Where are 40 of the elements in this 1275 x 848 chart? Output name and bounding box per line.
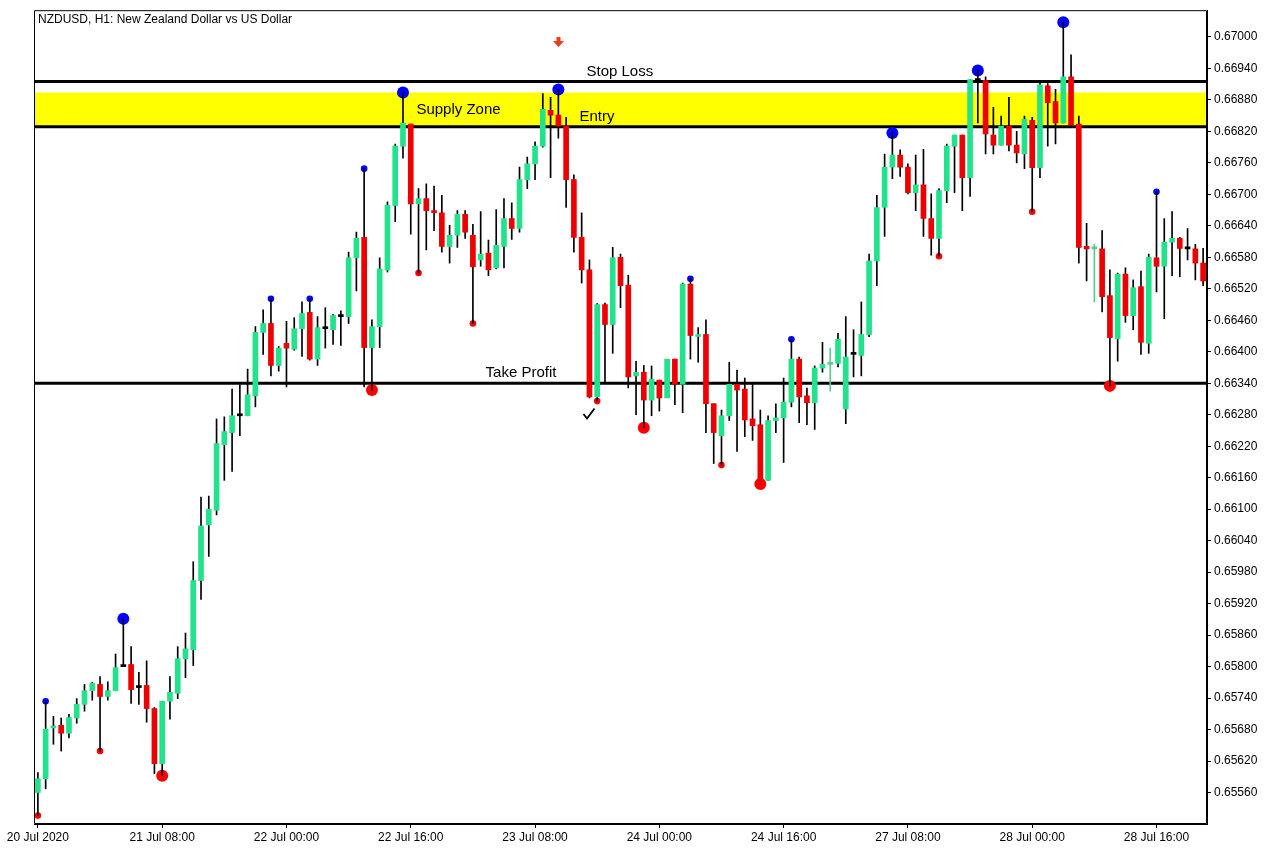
y-tick-label: 0.66460 <box>1214 312 1258 327</box>
y-tick-label: 0.66760 <box>1214 155 1258 170</box>
x-tick-label: 20 Jul 2020 <box>6 829 70 844</box>
y-tick-label: 0.65680 <box>1214 721 1258 736</box>
y-tick-label: 0.66520 <box>1214 281 1258 296</box>
y-tick-label: 0.65740 <box>1214 690 1258 705</box>
y-tick-label: 0.66820 <box>1214 123 1258 138</box>
y-tick-label: 0.66280 <box>1214 407 1258 422</box>
y-tick-label: 0.65980 <box>1214 564 1258 579</box>
x-tick-label: 22 Jul 00:00 <box>253 829 320 844</box>
x-tick-label: 24 Jul 00:00 <box>626 829 693 844</box>
y-tick-label: 0.66340 <box>1214 375 1258 390</box>
x-tick-label: 28 Jul 16:00 <box>1123 829 1190 844</box>
y-tick-label: 0.66880 <box>1214 92 1258 107</box>
y-tick-label: 0.65620 <box>1214 753 1258 768</box>
ref-line-label: Take Profit <box>485 363 558 381</box>
x-tick-label: 27 Jul 08:00 <box>875 829 941 844</box>
y-tick-label: 0.66940 <box>1214 60 1258 75</box>
y-tick-label: 0.65920 <box>1214 595 1258 610</box>
y-tick-label: 0.65860 <box>1214 627 1258 642</box>
chart-title: NZDUSD, H1: New Zealand Dollar vs US Dollar <box>38 12 293 27</box>
y-tick-label: 0.66160 <box>1214 470 1258 485</box>
y-tick-label: 0.65800 <box>1214 658 1258 673</box>
y-tick-label: 0.66580 <box>1214 249 1258 264</box>
y-tick-label: 0.66700 <box>1214 186 1258 201</box>
y-tick-label: 0.65560 <box>1214 784 1258 799</box>
y-tick-label: 0.67000 <box>1214 29 1258 44</box>
x-tick-label: 28 Jul 00:00 <box>999 829 1066 844</box>
x-tick-label: 21 Jul 08:00 <box>129 829 196 844</box>
y-tick-label: 0.66040 <box>1214 532 1258 547</box>
y-tick-label: 0.66100 <box>1214 501 1258 516</box>
x-tick-label: 22 Jul 16:00 <box>378 829 444 844</box>
y-tick-label: 0.66640 <box>1214 218 1258 233</box>
ref-line-label: Stop Loss <box>586 61 654 79</box>
band-label: Supply Zone <box>416 99 501 117</box>
x-tick-label: 24 Jul 16:00 <box>750 829 817 844</box>
y-tick-label: 0.66220 <box>1214 438 1258 453</box>
ref-line-label: Entry <box>579 106 615 124</box>
x-tick-label: 23 Jul 08:00 <box>502 829 569 844</box>
y-tick-label: 0.66400 <box>1214 344 1258 359</box>
